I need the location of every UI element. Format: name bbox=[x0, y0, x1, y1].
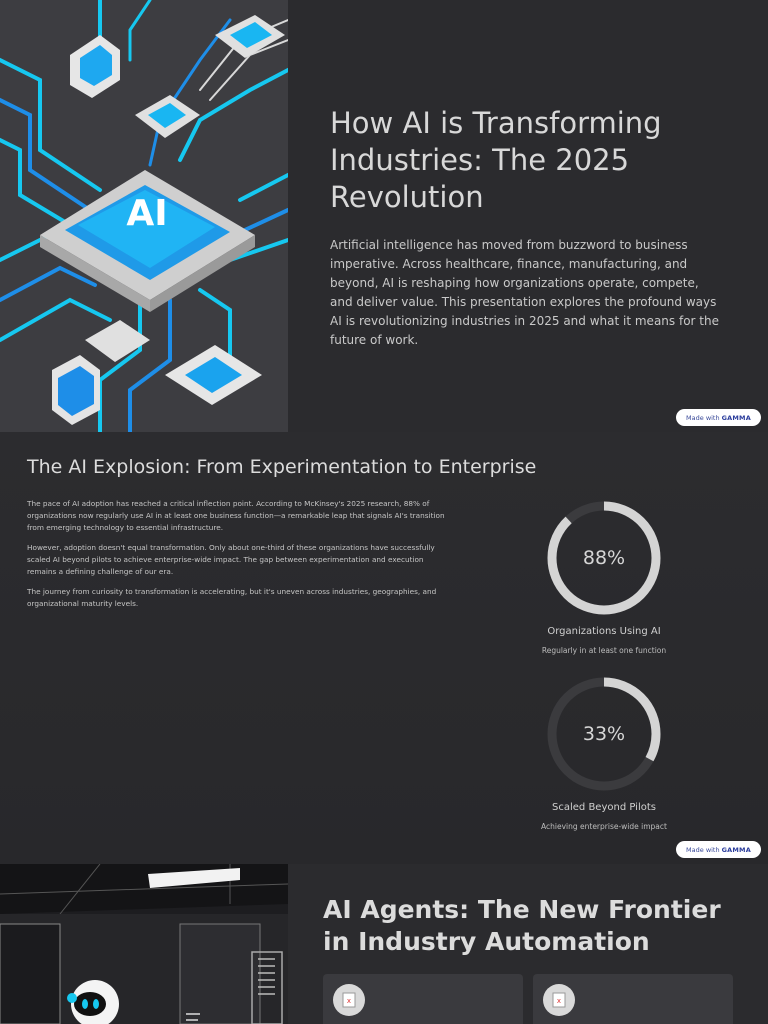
svg-text:x: x bbox=[347, 997, 351, 1005]
paragraph: However, adoption doesn't equal transfor… bbox=[27, 543, 435, 576]
svg-text:x: x bbox=[557, 997, 561, 1005]
stat-value: 33% bbox=[583, 723, 625, 745]
progress-ring: 33% bbox=[547, 677, 661, 791]
slide-ai-explosion: The AI Explosion: From Experimentation t… bbox=[0, 432, 768, 864]
made-with-gamma-badge[interactable]: Made with GAMMA bbox=[676, 409, 761, 426]
badge-brand: GAMMA bbox=[721, 413, 751, 422]
made-with-gamma-badge[interactable]: Made with GAMMA bbox=[676, 841, 761, 858]
ring-fill bbox=[547, 677, 661, 791]
ring-fill bbox=[547, 501, 661, 615]
slide-heading: The AI Explosion: From Experimentation t… bbox=[27, 456, 537, 478]
paragraph: The journey from curiosity to transforma… bbox=[27, 587, 437, 608]
page-title: How AI is Transforming Industries: The 2… bbox=[330, 106, 662, 214]
chip-ai-label: AI bbox=[126, 193, 167, 234]
stat-sublabel: Achieving enterprise-wide impact bbox=[541, 822, 667, 831]
slide-ai-agents: AI Agents: The New Frontier in Industry … bbox=[0, 864, 768, 1024]
badge-prefix: Made with bbox=[686, 413, 720, 422]
stat-value: 88% bbox=[583, 547, 625, 569]
stat-sublabel: Regularly in at least one function bbox=[541, 646, 667, 655]
progress-ring: 88% bbox=[547, 501, 661, 615]
feature-card: x bbox=[323, 974, 523, 1024]
stat-label: Organizations Using AI bbox=[547, 626, 661, 637]
stat-label: Scaled Beyond Pilots bbox=[552, 802, 656, 813]
slide-title: AI How AI is Transforming Industries: Th… bbox=[0, 0, 768, 432]
stat-scaled-beyond-pilots: 33% Scaled Beyond Pilots Achieving enter… bbox=[530, 674, 678, 831]
stat-organizations-using-ai: 88% Organizations Using AI Regularly in … bbox=[530, 498, 678, 655]
slide-heading: AI Agents: The New Frontier in Industry … bbox=[323, 895, 721, 956]
office-robot-illustration bbox=[0, 864, 288, 1024]
paragraph: The pace of AI adoption has reached a cr… bbox=[27, 499, 445, 532]
intro-paragraph: Artificial intelligence has moved from b… bbox=[330, 238, 719, 347]
broken-image-icon: x bbox=[543, 984, 575, 1016]
broken-image-icon: x bbox=[333, 984, 365, 1016]
feature-card: x bbox=[533, 974, 733, 1024]
badge-brand: GAMMA bbox=[721, 845, 751, 854]
badge-prefix: Made with bbox=[686, 845, 720, 854]
circuit-board-illustration: AI bbox=[0, 0, 288, 432]
body-text: The pace of AI adoption has reached a cr… bbox=[27, 498, 447, 618]
